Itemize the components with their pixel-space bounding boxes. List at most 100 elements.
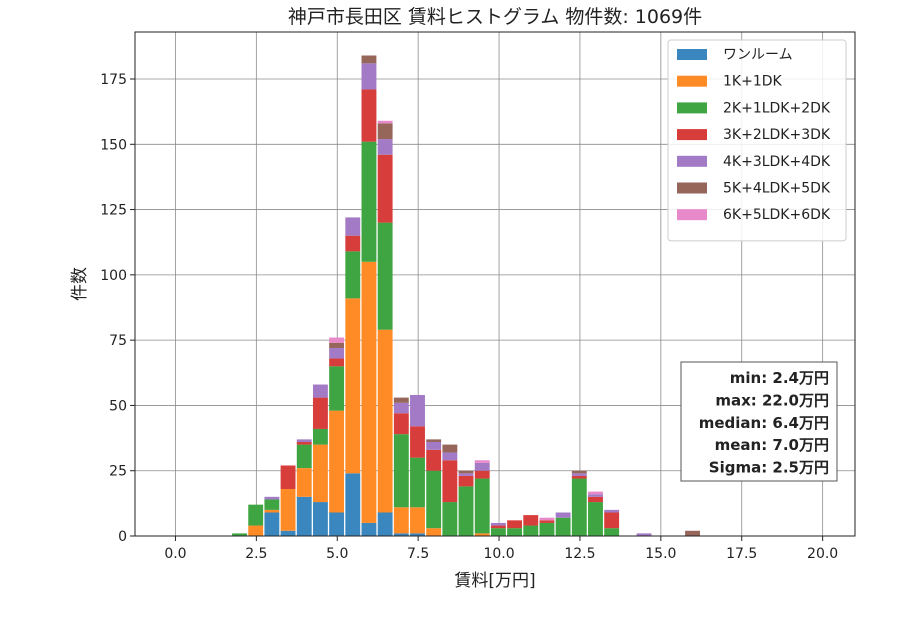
x-tick-label: 12.5 bbox=[564, 546, 595, 562]
x-tick-label: 7.5 bbox=[407, 546, 429, 562]
bar-segment-7-bin-20 bbox=[539, 517, 555, 521]
bar-segment-5-bin-15 bbox=[458, 473, 474, 476]
legend-swatch-4 bbox=[677, 129, 707, 141]
bar-segment-3-bin-14 bbox=[442, 502, 458, 536]
bar-segment-2-bin-8 bbox=[345, 298, 361, 474]
y-axis-ticks: 0 25 50 75 100 125 150 175 bbox=[100, 72, 135, 545]
y-tick-label: 25 bbox=[109, 464, 127, 480]
bar-segment-3-bin-8 bbox=[345, 251, 361, 299]
bar-segment-4-bin-18 bbox=[507, 520, 523, 529]
bar-segment-5-bin-5 bbox=[296, 439, 312, 442]
bar-segment-4-bin-8 bbox=[345, 235, 361, 252]
bar-segment-3-bin-2 bbox=[248, 504, 264, 526]
bar-segment-2-bin-4 bbox=[280, 488, 296, 531]
bar-segment-1-bin-4 bbox=[280, 530, 296, 536]
stats-line-1: min: 2.4万円 bbox=[730, 369, 829, 387]
legend-label-4: 3K+2LDK+3DK bbox=[723, 127, 831, 143]
y-tick-label: 175 bbox=[100, 72, 127, 88]
bar-segment-2-bin-7 bbox=[329, 410, 345, 513]
bar-segment-6-bin-10 bbox=[377, 123, 393, 140]
stats-line-5: Sigma: 2.5万円 bbox=[709, 459, 829, 477]
bar-segment-5-bin-26 bbox=[636, 533, 652, 536]
bar-segment-3-bin-24 bbox=[604, 528, 620, 536]
bar-segment-5-bin-23 bbox=[588, 494, 603, 497]
plot-frame bbox=[134, 31, 856, 537]
legend-label-6: 5K+4LDK+5DK bbox=[723, 181, 831, 197]
x-tick-label: 0.0 bbox=[164, 546, 186, 562]
bar-segment-5-bin-14 bbox=[442, 452, 458, 461]
legend-label-1: ワンルーム bbox=[723, 47, 793, 63]
y-tick-label: 0 bbox=[118, 529, 127, 545]
x-tick-label: 10.0 bbox=[483, 546, 514, 562]
bar-segment-4-bin-20 bbox=[539, 520, 555, 523]
bar-segment-3-bin-16 bbox=[474, 478, 490, 534]
x-tick-label: 15.0 bbox=[645, 546, 676, 562]
bar-segment-4-bin-15 bbox=[458, 475, 474, 487]
y-tick-label: 75 bbox=[109, 333, 127, 349]
bar-segment-1-bin-3 bbox=[264, 512, 280, 536]
bar-segment-2-bin-11 bbox=[393, 507, 409, 534]
bar-segment-3-bin-21 bbox=[555, 517, 571, 536]
bar-segment-4-bin-17 bbox=[490, 525, 506, 529]
bar-segment-4-bin-5 bbox=[296, 441, 312, 445]
bar-segment-7-bin-10 bbox=[377, 120, 393, 124]
bar-segment-4-bin-7 bbox=[329, 358, 345, 367]
bar-segment-7-bin-16 bbox=[474, 460, 490, 463]
x-axis-ticks: 0.0 2.5 5.0 7.5 10.0 12.5 15.0 17.5 20.0 bbox=[164, 536, 838, 562]
bar-segment-3-bin-22 bbox=[571, 478, 587, 536]
bar-segment-3-bin-15 bbox=[458, 486, 474, 536]
y-tick-label: 150 bbox=[100, 137, 127, 153]
bar-segment-3-bin-18 bbox=[507, 528, 523, 536]
legend-swatch-5 bbox=[677, 155, 707, 167]
legend-swatch-3 bbox=[677, 102, 707, 114]
bar-segment-5-bin-9 bbox=[361, 63, 377, 90]
bar-segment-6-bin-9 bbox=[361, 55, 377, 64]
y-tick-label: 50 bbox=[109, 398, 127, 414]
bar-segment-1-bin-11 bbox=[393, 533, 409, 536]
bar-segment-4-bin-11 bbox=[393, 413, 409, 435]
bar-segment-3-bin-6 bbox=[312, 428, 328, 445]
bar-segment-5-bin-17 bbox=[490, 522, 506, 526]
bar-segment-2-bin-5 bbox=[296, 468, 312, 497]
y-tick-label: 100 bbox=[100, 268, 127, 284]
bar-segment-3-bin-20 bbox=[539, 522, 555, 536]
x-tick-label: 5.0 bbox=[326, 546, 348, 562]
bar-segment-5-bin-13 bbox=[426, 441, 442, 450]
bar-segment-2-bin-10 bbox=[377, 329, 393, 513]
legend-swatch-2 bbox=[677, 75, 707, 87]
bar-segment-4-bin-23 bbox=[588, 496, 603, 503]
bar-segment-5-bin-3 bbox=[264, 496, 280, 500]
bar-segment-6-bin-7 bbox=[329, 342, 345, 348]
x-tick-label: 20.0 bbox=[807, 546, 838, 562]
y-tick-label: 125 bbox=[100, 203, 127, 219]
legend-swatch-1 bbox=[677, 49, 707, 60]
bar-segment-3-bin-13 bbox=[426, 470, 442, 529]
bar-segment-2-bin-9 bbox=[361, 261, 377, 523]
bar-segment-3-bin-7 bbox=[329, 366, 345, 411]
bar-segment-5-bin-10 bbox=[377, 139, 393, 155]
bar-segment-2-bin-6 bbox=[312, 444, 328, 503]
bar-segment-7-bin-7 bbox=[329, 337, 345, 343]
bar-segment-3-bin-1 bbox=[232, 533, 247, 536]
bar-segment-5-bin-11 bbox=[393, 402, 409, 414]
stats-line-2: max: 22.0万円 bbox=[715, 391, 829, 409]
legend-swatch-6 bbox=[677, 182, 707, 194]
legend-label-5: 4K+3LDK+4DK bbox=[723, 154, 831, 170]
bar-segment-4-bin-13 bbox=[426, 449, 442, 471]
bar-segment-4-bin-16 bbox=[474, 470, 490, 479]
y-axis-label: 件数 bbox=[70, 267, 90, 301]
x-tick-label: 2.5 bbox=[245, 546, 267, 562]
bar-segment-5-bin-21 bbox=[555, 512, 571, 518]
bar-segment-3-bin-9 bbox=[361, 141, 377, 262]
bar-segment-5-bin-7 bbox=[329, 347, 345, 359]
bar-segment-2-bin-3 bbox=[264, 509, 280, 513]
bar-segment-6-bin-29 bbox=[685, 530, 700, 536]
bar-segment-4-bin-6 bbox=[312, 397, 328, 429]
histogram-bars bbox=[232, 55, 700, 536]
bar-segment-1-bin-7 bbox=[329, 512, 345, 536]
bar-segment-2-bin-12 bbox=[410, 507, 425, 534]
bar-segment-4-bin-24 bbox=[604, 512, 620, 529]
chart-title: 神戸市長田区 賃料ヒストグラム 物件数: 1069件 bbox=[288, 6, 702, 28]
bar-segment-6-bin-15 bbox=[458, 470, 474, 474]
